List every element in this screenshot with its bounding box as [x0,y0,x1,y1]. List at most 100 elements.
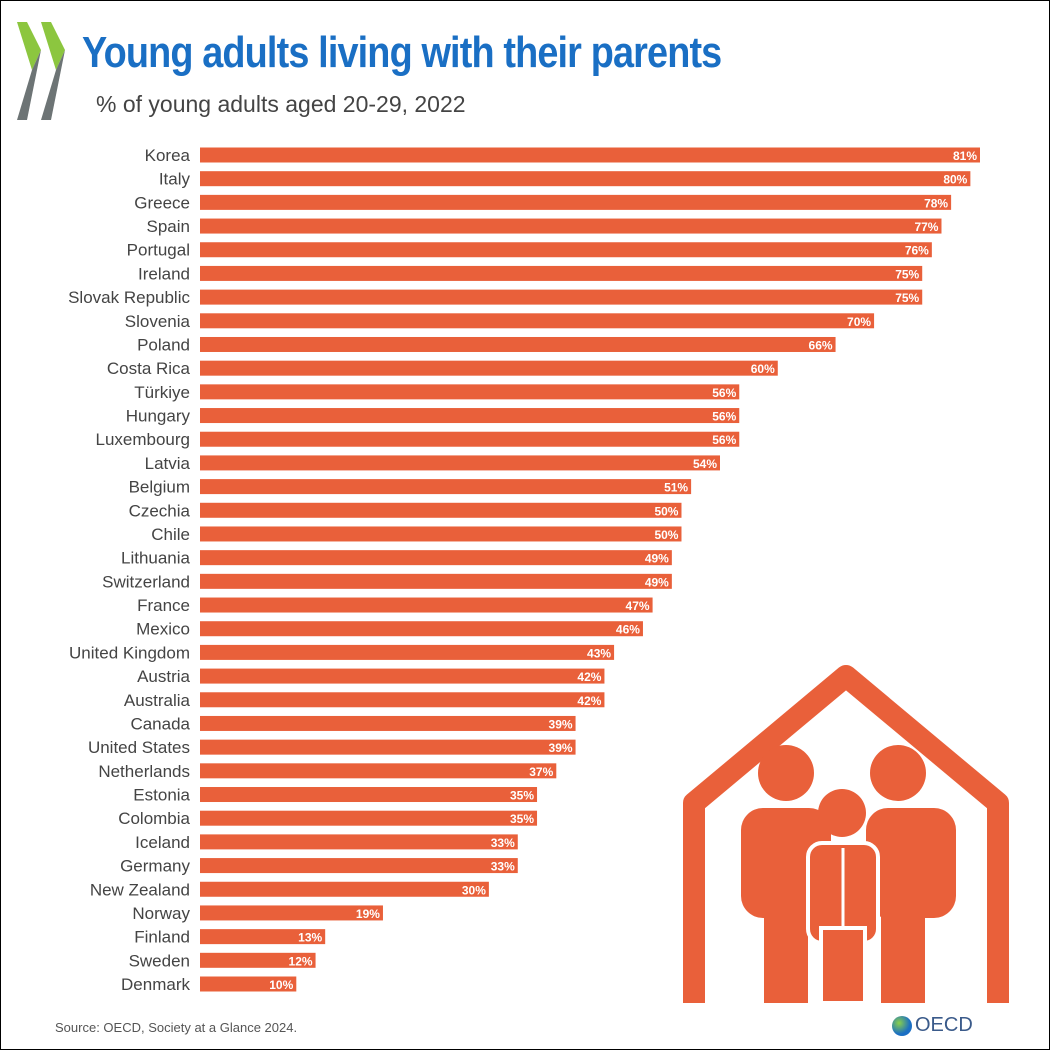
category-label: Hungary [126,407,191,426]
bar [200,573,672,589]
value-label: 80% [943,173,967,187]
bar-chart: Korea 81% Italy 80% Greece 78% Spain 77% Portuga… [68,146,980,994]
category-label: Finland [134,928,190,947]
category-label: Türkiye [134,383,190,402]
category-label: Slovak Republic [68,288,190,307]
category-label: Czechia [129,501,191,520]
bar [200,621,643,637]
value-label: 35% [510,812,534,826]
category-label: Italy [159,170,191,189]
bar [200,265,923,281]
bar [200,289,923,305]
bar [200,905,383,921]
bar [200,218,942,234]
value-label: 46% [616,623,640,637]
value-label: 51% [664,481,688,495]
value-label: 35% [510,789,534,803]
category-label: Mexico [136,620,190,639]
category-label: Iceland [135,833,190,852]
bar [200,597,653,613]
value-label: 56% [712,410,736,424]
category-label: Slovenia [125,312,191,331]
value-label: 13% [298,931,322,945]
oecd-chevron-logo [17,22,65,120]
bar [200,644,615,660]
bar [200,360,778,376]
bar [200,526,682,542]
value-label: 42% [577,670,601,684]
bar [200,787,538,803]
chart-subtitle: % of young adults aged 20-29, 2022 [96,91,466,117]
value-label: 81% [953,149,977,163]
bar [200,692,605,708]
value-label: 33% [491,836,515,850]
value-label: 43% [587,646,611,660]
bar [200,763,557,779]
category-label: Austria [137,667,190,686]
oecd-logo-text: OECD [915,1014,973,1036]
value-label: 19% [356,907,380,921]
value-label: 37% [529,765,553,779]
category-label: France [137,596,190,615]
value-label: 54% [693,457,717,471]
category-label: Luxembourg [95,430,190,449]
value-label: 30% [462,883,486,897]
category-label: Korea [145,146,191,165]
bar [200,834,518,850]
value-label: 49% [645,552,669,566]
value-label: 56% [712,433,736,447]
category-label: United States [88,738,190,757]
source-note: Source: OECD, Society at a Glance 2024. [55,1020,298,1035]
value-label: 66% [809,338,833,352]
value-label: 39% [549,741,573,755]
value-label: 77% [914,220,938,234]
category-label: Latvia [145,454,191,473]
category-label: Chile [151,525,190,544]
bar [200,929,326,945]
value-label: 10% [269,978,293,992]
value-label: 60% [751,362,775,376]
category-label: Poland [137,335,190,354]
category-label: Greece [134,193,190,212]
category-label: Norway [132,904,190,923]
value-label: 76% [905,244,929,258]
category-label: United Kingdom [69,643,190,662]
value-label: 70% [847,315,871,329]
category-label: Netherlands [98,762,190,781]
category-label: Canada [130,714,190,733]
category-label: Australia [124,691,191,710]
value-label: 49% [645,575,669,589]
bar [200,739,576,755]
chart-title: Young adults living with their parents [82,28,722,77]
bar [200,881,489,897]
value-label: 33% [491,860,515,874]
bar [200,313,875,329]
bar [200,715,576,731]
value-label: 78% [924,196,948,210]
value-label: 50% [654,504,678,518]
family-house-icon [683,665,1009,1005]
category-label: Denmark [121,975,190,994]
value-label: 50% [654,528,678,542]
category-label: New Zealand [90,880,190,899]
bar [200,431,740,447]
bar [200,455,720,471]
category-label: Belgium [129,478,190,497]
category-label: Germany [120,857,190,876]
bar [200,858,518,874]
bar [200,976,297,992]
category-label: Colombia [118,809,190,828]
value-label: 47% [626,599,650,613]
bar [200,384,740,400]
bar [200,408,740,424]
bar [200,810,538,826]
bar [200,336,836,352]
bar [200,479,692,495]
value-label: 39% [549,717,573,731]
bar [200,147,980,163]
bar [200,668,605,684]
category-label: Spain [147,217,190,236]
bar [200,550,672,566]
value-label: 42% [577,694,601,708]
oecd-logo: OECD [892,1014,973,1037]
